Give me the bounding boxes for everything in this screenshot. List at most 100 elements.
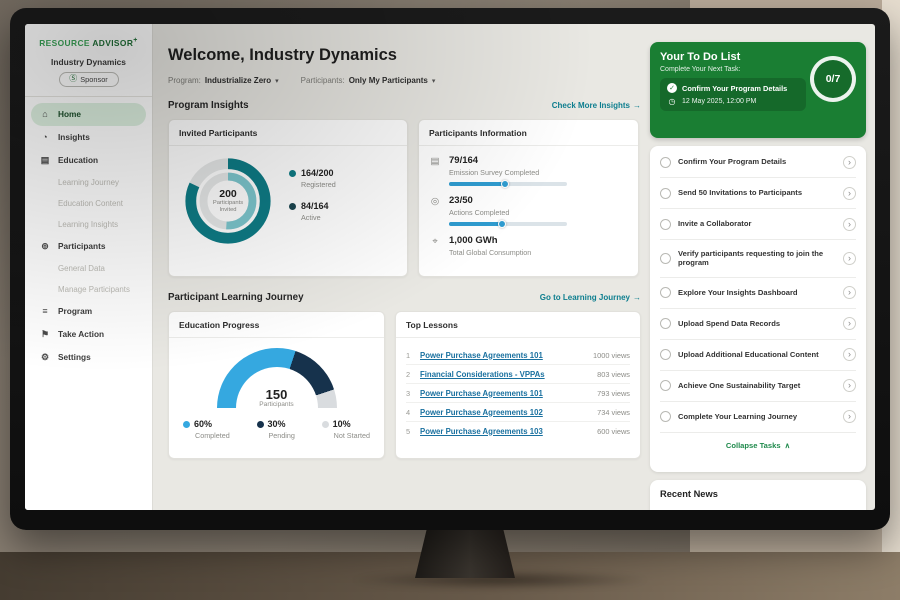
sidebar-item-insights[interactable]: ◔ Insights <box>25 126 152 149</box>
stat-actions-completed: ◎ 23/50 Actions Completed <box>429 195 628 228</box>
sidebar-item-learning-insights[interactable]: Learning Insights <box>58 219 119 229</box>
task-checkbox[interactable] <box>660 156 671 168</box>
todo-task-row[interactable]: Explore Your Insights Dashboard › <box>660 278 856 309</box>
insights-icon: ◔ <box>42 132 48 143</box>
chevron-down-icon: ▾ <box>275 77 279 85</box>
invited-participants-donut: 200 Participants Invited <box>181 154 275 248</box>
check-icon: ✓ <box>667 83 677 93</box>
chevron-right-icon[interactable]: › <box>843 317 856 331</box>
sidebar-divider <box>25 95 152 97</box>
task-checkbox[interactable] <box>660 218 671 230</box>
sidebar-item-general-data[interactable]: General Data <box>58 263 105 273</box>
legend-active: 84/164 Active <box>289 201 336 222</box>
chevron-down-icon: ▾ <box>431 77 436 85</box>
lesson-link[interactable]: Power Purchase Agreements 101 <box>420 350 543 360</box>
registered-dot <box>289 169 296 177</box>
task-checkbox[interactable] <box>660 349 671 361</box>
todo-task-row[interactable]: Complete Your Learning Journey › <box>660 402 856 433</box>
education-icon: ▤ <box>40 154 50 165</box>
chevron-up-icon: ∧ <box>784 440 791 450</box>
program-filter-dropdown[interactable]: Program: Industrialize Zero ▾ <box>168 76 279 85</box>
education-progress-gauge: 150 Participants <box>216 348 337 408</box>
actions-completed-icon: ◎ <box>430 196 440 207</box>
sidebar-item-learning-journey[interactable]: Learning Journey <box>58 177 119 187</box>
top-lessons-card: Top Lessons 1 Power Purchase Agreements … <box>395 311 641 459</box>
legend-pending: 30% Pending <box>256 419 295 440</box>
task-checkbox[interactable] <box>660 318 671 330</box>
legend-registered: 164/200 Registered <box>289 168 336 189</box>
chevron-right-icon[interactable]: › <box>843 217 856 231</box>
todo-header-card: Your To Do List Complete Your Next Task:… <box>650 42 866 138</box>
sidebar-item-settings[interactable]: ⚙ Settings <box>40 351 91 363</box>
lesson-row: 5 Power Purchase Agreements 103 600 view… <box>406 426 630 436</box>
go-to-learning-journey-link[interactable]: Go to Learning Journey → <box>539 293 641 302</box>
program-icon: ≡ <box>42 306 48 317</box>
lesson-link[interactable]: Power Purchase Agreements 102 <box>420 407 543 417</box>
task-checkbox[interactable] <box>660 187 671 199</box>
pending-dot <box>256 420 264 428</box>
task-checkbox[interactable] <box>660 252 671 264</box>
chevron-right-icon[interactable]: › <box>843 251 856 265</box>
active-dot <box>289 202 296 210</box>
recent-news-card: Recent News <box>650 480 866 510</box>
program-insights-title: Program Insights <box>168 100 249 111</box>
chevron-right-icon[interactable]: › <box>843 348 856 362</box>
stat-emission-survey: ▤ 79/164 Emission Survey Completed <box>429 155 628 188</box>
sidebar: RESOURCE ADVISOR+ Industry Dynamics Ⓢ Sp… <box>25 24 153 510</box>
todo-task-row[interactable]: Upload Additional Educational Content › <box>660 340 856 371</box>
todo-title: Your To Do List <box>660 51 741 63</box>
monitor-stand <box>415 528 515 578</box>
settings-icon: ⚙ <box>40 351 50 362</box>
monitor-bezel: RESOURCE ADVISOR+ Industry Dynamics Ⓢ Sp… <box>10 8 890 530</box>
home-icon: ⌂ <box>42 109 48 120</box>
todo-task-row[interactable]: Send 50 Invitations to Participants › <box>660 178 856 209</box>
task-checkbox[interactable] <box>660 287 671 299</box>
todo-task-row[interactable]: Verify participants requesting to join t… <box>660 240 856 278</box>
sidebar-item-participants[interactable]: ⊚ Participants <box>25 235 152 258</box>
todo-task-row[interactable]: Invite a Collaborator › <box>660 209 856 240</box>
sidebar-item-take-action[interactable]: ⚑ Take Action <box>40 328 105 340</box>
chevron-right-icon[interactable]: › <box>843 286 856 300</box>
participants-information-card: Participants Information ▤ 79/164 Emissi… <box>418 119 639 277</box>
task-checkbox[interactable] <box>660 411 671 423</box>
app-logo: RESOURCE ADVISOR+ <box>39 37 138 48</box>
lesson-row: 4 Power Purchase Agreements 102 734 view… <box>406 403 630 422</box>
sidebar-item-education[interactable]: ▤ Education <box>40 154 99 166</box>
take-action-icon: ⚑ <box>40 328 50 339</box>
stat-global-consumption: ⌖ 1,000 GWh Total Global Consumption <box>429 235 628 257</box>
sponsor-badge-label: Sponsor <box>80 74 108 84</box>
sidebar-item-home[interactable]: ⌂ Home <box>31 102 146 126</box>
sidebar-item-manage-participants[interactable]: Manage Participants <box>58 284 130 294</box>
sidebar-nav: ⌂ Home ◔ Insights ▤ Education Learning J… <box>25 97 152 369</box>
check-more-insights-link[interactable]: Check More Insights → <box>551 101 641 110</box>
chevron-right-icon[interactable]: › <box>843 155 856 169</box>
task-checkbox[interactable] <box>660 380 671 392</box>
chevron-right-icon[interactable]: › <box>843 379 856 393</box>
lesson-row: 2 Financial Considerations - VPPAs 803 v… <box>406 365 630 384</box>
sidebar-item-education-content[interactable]: Education Content <box>58 198 123 208</box>
not-started-dot <box>321 420 329 428</box>
chevron-right-icon[interactable]: › <box>843 186 856 200</box>
arrow-right-icon: → <box>633 293 641 302</box>
actions-progress-bar <box>449 220 567 228</box>
invited-total: 200 <box>219 187 237 200</box>
education-progress-card: Education Progress 150 Participants <box>168 311 385 459</box>
collapse-tasks-button[interactable]: Collapse Tasks ∧ <box>725 440 791 450</box>
chevron-right-icon[interactable]: › <box>843 410 856 424</box>
todo-panel: Your To Do List Complete Your Next Task:… <box>650 24 866 510</box>
emission-survey-icon: ▤ <box>430 156 440 167</box>
lesson-link[interactable]: Financial Considerations - VPPAs <box>420 369 545 379</box>
legend-not-started: 10% Not Started <box>321 419 370 440</box>
emission-progress-bar <box>449 180 567 188</box>
lesson-link[interactable]: Power Purchase Agreements 101 <box>420 388 543 398</box>
todo-task-row[interactable]: Confirm Your Program Details › <box>660 147 856 178</box>
todo-task-row[interactable]: Upload Spend Data Records › <box>660 309 856 340</box>
sidebar-item-program[interactable]: ≡ Program <box>25 300 152 323</box>
lesson-link[interactable]: Power Purchase Agreements 103 <box>420 426 543 436</box>
participants-filter-dropdown[interactable]: Participants: Only My Participants ▾ <box>300 76 436 85</box>
completed-dot <box>183 420 190 428</box>
org-name: Industry Dynamics <box>51 56 126 67</box>
todo-task-row[interactable]: Achieve One Sustainability Target › <box>660 371 856 402</box>
consumption-icon: ⌖ <box>432 236 438 247</box>
